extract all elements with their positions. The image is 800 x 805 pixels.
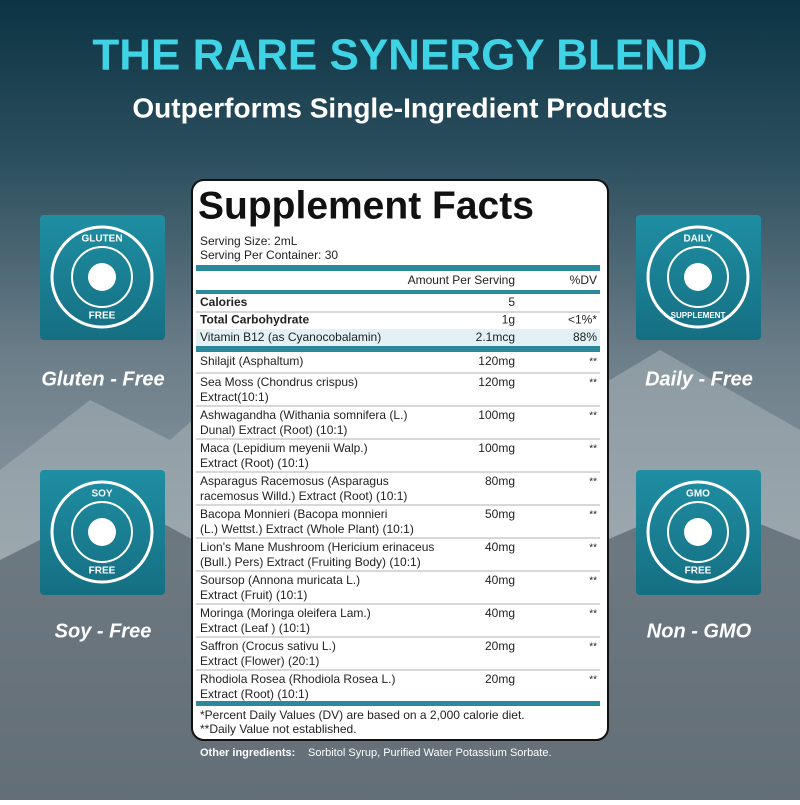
facts-text: 100mg bbox=[478, 408, 515, 422]
facts-text: ** bbox=[589, 543, 597, 554]
facts-text: ** bbox=[589, 444, 597, 455]
facts-text: 5 bbox=[508, 295, 515, 309]
facts-text: Other ingredients: bbox=[200, 747, 295, 759]
facts-text: 120mg bbox=[478, 375, 515, 389]
facts-text: Extract (Root) (10:1) bbox=[200, 687, 309, 701]
facts-text: 120mg bbox=[478, 354, 515, 368]
facts-text: *Percent Daily Values (DV) are based on … bbox=[200, 708, 525, 722]
facts-text: Shilajit (Asphaltum) bbox=[200, 354, 303, 368]
badge-label: Soy - Free bbox=[55, 620, 152, 642]
divider bbox=[196, 701, 600, 706]
badge-bottom: FREE bbox=[685, 566, 712, 577]
badge-bottom: SUPPLEMENT bbox=[671, 311, 726, 320]
badge-icon bbox=[88, 518, 116, 546]
facts-text: 40mg bbox=[485, 606, 515, 620]
facts-text: ** bbox=[589, 576, 597, 587]
badge-top: GLUTEN bbox=[81, 234, 122, 245]
facts-text: Serving Size: 2mL bbox=[200, 234, 298, 248]
badge-icon bbox=[684, 263, 712, 291]
facts-text: %DV bbox=[570, 273, 597, 287]
divider bbox=[196, 346, 600, 352]
facts-text: ** bbox=[589, 357, 597, 368]
badge-top: GMO bbox=[686, 489, 710, 500]
facts-text: Saffron (Crocus sativu L.) bbox=[200, 639, 336, 653]
facts-text: <1%* bbox=[568, 313, 597, 327]
badge-bottom: FREE bbox=[89, 311, 116, 322]
badge-ring-inner bbox=[71, 246, 133, 308]
facts-text: Extract(10:1) bbox=[200, 390, 269, 404]
facts-text: Dunal) Extract (Root) (10:1) bbox=[200, 423, 347, 437]
badge-ring bbox=[646, 480, 750, 584]
facts-text: ** bbox=[589, 477, 597, 488]
badge-ring bbox=[50, 225, 154, 329]
facts-title: Supplement Facts bbox=[198, 184, 534, 227]
facts-text: Moringa (Moringa oleifera Lam.) bbox=[200, 606, 371, 620]
facts-text: Total Carbohydrate bbox=[200, 313, 309, 327]
facts-text: Sea Moss (Chondrus crispus) bbox=[200, 375, 358, 389]
badge-ring bbox=[646, 225, 750, 329]
facts-text: 2.1mcg bbox=[476, 330, 515, 344]
divider bbox=[196, 290, 600, 294]
facts-text: Serving Per Container: 30 bbox=[200, 248, 338, 262]
facts-text: 40mg bbox=[485, 573, 515, 587]
facts-text: Asparagus Racemosus (Asparagus bbox=[200, 474, 389, 488]
badge-icon bbox=[684, 518, 712, 546]
facts-text: 1g bbox=[502, 313, 515, 327]
facts-text: Vitamin B12 (as Cyanocobalamin) bbox=[200, 330, 381, 344]
badge-ring-inner bbox=[667, 246, 729, 308]
row-shade bbox=[196, 329, 600, 347]
badge-icon bbox=[88, 263, 116, 291]
facts-text: Amount Per Serving bbox=[408, 273, 515, 287]
facts-text: Extract (Leaf ) (10:1) bbox=[200, 621, 310, 635]
facts-text: (Bull.) Pers) Extract (Fruiting Body) (1… bbox=[200, 555, 421, 569]
badge-ring bbox=[50, 480, 154, 584]
facts-text: Bacopa Monnieri (Bacopa monnieri bbox=[200, 507, 387, 521]
facts-text: Sorbitol Syrup, Purified Water Potassium… bbox=[308, 747, 552, 759]
divider bbox=[196, 265, 600, 271]
facts-text: ** bbox=[589, 510, 597, 521]
facts-text: ** bbox=[589, 378, 597, 389]
facts-text: ** bbox=[589, 675, 597, 686]
facts-text: Extract (Flower) (20:1) bbox=[200, 654, 319, 668]
badge-label: Gluten - Free bbox=[41, 368, 164, 390]
facts-text: Rhodiola Rosea (Rhodiola Rosea L.) bbox=[200, 672, 395, 686]
badge-label: Daily - Free bbox=[645, 368, 753, 390]
badge-top: DAILY bbox=[683, 234, 712, 245]
subtitle: Outperforms Single-Ingredient Products bbox=[132, 92, 667, 123]
facts-text: Soursop (Annona muricata L.) bbox=[200, 573, 360, 587]
facts-text: 80mg bbox=[485, 474, 515, 488]
facts-text: ** bbox=[589, 642, 597, 653]
facts-panel bbox=[191, 179, 609, 741]
badge-ring-inner bbox=[71, 501, 133, 563]
facts-text: 20mg bbox=[485, 639, 515, 653]
facts-text: Ashwagandha (Withania somnifera (L.) bbox=[200, 408, 407, 422]
facts-text: Calories bbox=[200, 295, 248, 309]
facts-text: Extract (Fruit) (10:1) bbox=[200, 588, 307, 602]
facts-text: ** bbox=[589, 411, 597, 422]
facts-text: 20mg bbox=[485, 672, 515, 686]
facts-text: racemosus Willd.) Extract (Root) (10:1) bbox=[200, 489, 407, 503]
facts-text: Maca (Lepidium meyenii Walp.) bbox=[200, 441, 368, 455]
facts-text: (L.) Wettst.) Extract (Whole Plant) (10:… bbox=[200, 522, 414, 536]
facts-text: 88% bbox=[573, 330, 597, 344]
facts-text: **Daily Value not established. bbox=[200, 722, 357, 736]
facts-text: 100mg bbox=[478, 441, 515, 455]
facts-text: 50mg bbox=[485, 507, 515, 521]
content: GLUTEN FREE Gluten - Free DAILY SUPPLEMENT Da… bbox=[40, 184, 761, 759]
facts-text: Lion's Mane Mushroom (Hericium erinaceus bbox=[200, 540, 434, 554]
facts-text: ** bbox=[589, 609, 597, 620]
facts-text: Extract (Root) (10:1) bbox=[200, 456, 309, 470]
badge-label: Non - GMO bbox=[647, 620, 752, 642]
title: THE RARE SYNERGY BLEND bbox=[92, 31, 707, 80]
badge-top: SOY bbox=[91, 489, 112, 500]
facts-text: 40mg bbox=[485, 540, 515, 554]
badge-ring-inner bbox=[667, 501, 729, 563]
badge-bottom: FREE bbox=[89, 566, 116, 577]
